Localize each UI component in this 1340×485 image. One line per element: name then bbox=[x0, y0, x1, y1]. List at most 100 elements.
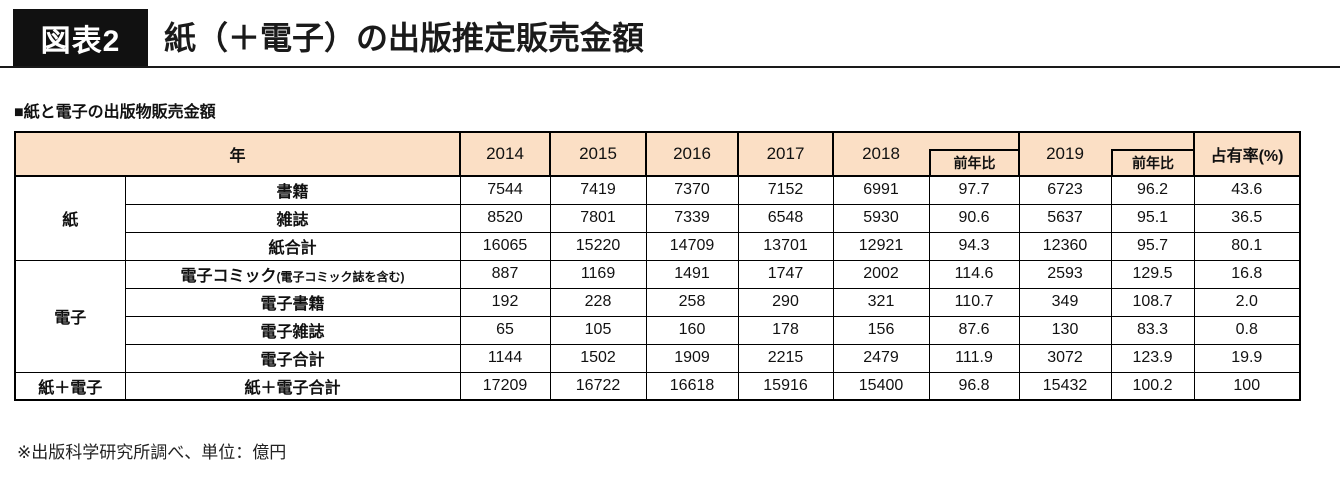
cell-2014: 7544 bbox=[459, 175, 551, 205]
col-header-2014: 2014 bbox=[459, 131, 552, 177]
col-header-yoy-2019: 前年比 bbox=[1111, 149, 1194, 175]
publication-sales-table: 年 2014 2015 2016 2017 2018 前年比 2019 前年比 … bbox=[13, 131, 1302, 401]
cell-2018: 156 bbox=[832, 315, 930, 345]
cell-2017: 13701 bbox=[737, 231, 834, 261]
cell-2019-highlighted: 349 bbox=[1018, 287, 1112, 317]
cell-2014: 192 bbox=[459, 287, 551, 317]
header-row: 年 2014 2015 2016 2017 2018 前年比 2019 前年比 … bbox=[13, 131, 1302, 177]
cell-yoy-2019: 95.1 bbox=[1110, 203, 1195, 233]
cell-2015: 1169 bbox=[549, 259, 647, 289]
cell-share: 80.1 bbox=[1193, 231, 1301, 261]
table-row-emagazines: 電子雑誌 65 105 160 178 156 87.6 130 83.3 0.… bbox=[15, 315, 1301, 345]
cell-2019: 15432 bbox=[1018, 371, 1112, 401]
cell-yoy-2018: 96.8 bbox=[928, 371, 1020, 401]
col-header-2019: 2019 bbox=[1046, 144, 1084, 163]
cell-2016: 7339 bbox=[645, 203, 739, 233]
col-header-year: 年 bbox=[13, 131, 462, 177]
cell-2018: 2479 bbox=[832, 343, 930, 373]
cell-2014: 1144 bbox=[459, 343, 551, 373]
cell-2015: 228 bbox=[549, 287, 647, 317]
cell-2017: 2215 bbox=[737, 343, 834, 373]
cell-2014: 17209 bbox=[459, 371, 551, 401]
table-row-ebooks: 電子書籍 192 228 258 290 321 110.7 349 108.7… bbox=[15, 287, 1301, 317]
cell-yoy-2018: 110.7 bbox=[928, 287, 1020, 317]
cell-yoy-2019-highlighted: 129.5 bbox=[1110, 259, 1195, 289]
cell-2017: 15916 bbox=[737, 371, 834, 401]
row-label: 電子雑誌 bbox=[124, 315, 461, 345]
cell-2016: 1491 bbox=[645, 259, 739, 289]
cell-2015: 7419 bbox=[549, 175, 647, 205]
cell-2019: 6723 bbox=[1018, 175, 1112, 205]
cell-2017: 6548 bbox=[737, 203, 834, 233]
row-label: 紙＋電子合計 bbox=[124, 371, 461, 401]
row-label: 電子合計 bbox=[124, 343, 461, 373]
cell-share: 100 bbox=[1193, 371, 1301, 401]
cell-yoy-2018: 90.6 bbox=[928, 203, 1020, 233]
cell-2016: 1909 bbox=[645, 343, 739, 373]
cell-yoy-2019: 96.2 bbox=[1110, 175, 1195, 205]
col-header-2018: 2018 bbox=[862, 144, 900, 163]
cell-2019: 12360 bbox=[1018, 231, 1112, 261]
table-row-digital-total: 電子合計 1144 1502 1909 2215 2479 111.9 3072… bbox=[15, 343, 1301, 373]
row-label: 電子書籍 bbox=[124, 287, 461, 317]
cell-2015: 16722 bbox=[549, 371, 647, 401]
row-label: 雑誌 bbox=[124, 203, 461, 233]
title-band: 図表2 紙（＋電子）の出版推定販売金額 bbox=[0, 0, 1340, 68]
cell-2016: 258 bbox=[645, 287, 739, 317]
cell-2014: 887 bbox=[459, 259, 551, 289]
col-header-2016: 2016 bbox=[645, 131, 740, 177]
cell-yoy-2019-highlighted: 108.7 bbox=[1110, 287, 1195, 317]
cell-2018: 2002 bbox=[832, 259, 930, 289]
col-header-share: 占有率(%) bbox=[1193, 131, 1302, 177]
cell-yoy-2019: 95.7 bbox=[1110, 231, 1195, 261]
cell-2015: 7801 bbox=[549, 203, 647, 233]
cell-2017: 7152 bbox=[737, 175, 834, 205]
cell-2017: 1747 bbox=[737, 259, 834, 289]
cell-2016: 14709 bbox=[645, 231, 739, 261]
col-header-2017: 2017 bbox=[737, 131, 835, 177]
cell-2016: 16618 bbox=[645, 371, 739, 401]
group-label-paper-plus-digital: 紙＋電子 bbox=[14, 371, 126, 401]
cell-share: 16.8 bbox=[1193, 259, 1301, 289]
row-label: 電子コミック(電子コミック誌を含む) bbox=[124, 259, 461, 289]
col-header-2018-group: 2018 前年比 bbox=[832, 131, 1021, 177]
cell-2014: 65 bbox=[459, 315, 551, 345]
group-label-digital: 電子 bbox=[14, 259, 126, 373]
cell-2018: 5930 bbox=[832, 203, 930, 233]
col-header-2015: 2015 bbox=[549, 131, 648, 177]
cell-yoy-2018: 97.7 bbox=[928, 175, 1020, 205]
cell-2016: 7370 bbox=[645, 175, 739, 205]
cell-yoy-2019: 123.9 bbox=[1110, 343, 1195, 373]
table-caption: ■紙と電子の出版物販売金額 bbox=[14, 104, 216, 121]
cell-2019-highlighted: 2593 bbox=[1018, 259, 1112, 289]
cell-2018: 15400 bbox=[832, 371, 930, 401]
row-label: 書籍 bbox=[124, 175, 461, 205]
row-label: 紙合計 bbox=[124, 231, 461, 261]
table-row-ecomics: 電子 電子コミック(電子コミック誌を含む) 887 1169 1491 1747… bbox=[14, 259, 1301, 373]
table-row-magazines: 雑誌 8520 7801 7339 6548 5930 90.6 5637 95… bbox=[15, 203, 1301, 233]
table-row-paper-total: 紙合計 16065 15220 14709 13701 12921 94.3 1… bbox=[15, 231, 1301, 261]
cell-share: 36.5 bbox=[1193, 203, 1301, 233]
cell-2015: 1502 bbox=[549, 343, 647, 373]
source-footnote: ※出版科学研究所調べ、単位：億円 bbox=[17, 443, 287, 462]
col-header-2019-group: 2019 前年比 bbox=[1018, 131, 1196, 177]
group-label-paper: 紙 bbox=[14, 175, 126, 261]
cell-yoy-2018: 114.6 bbox=[928, 259, 1020, 289]
cell-2018: 321 bbox=[832, 287, 930, 317]
cell-2014: 16065 bbox=[459, 231, 551, 261]
cell-yoy-2018: 111.9 bbox=[928, 343, 1020, 373]
cell-yoy-2019-highlighted: 83.3 bbox=[1110, 315, 1195, 345]
cell-2018: 6991 bbox=[832, 175, 930, 205]
cell-yoy-2018: 94.3 bbox=[928, 231, 1020, 261]
cell-share: 2.0 bbox=[1193, 287, 1301, 317]
cell-2017: 290 bbox=[737, 287, 834, 317]
cell-share: 19.9 bbox=[1193, 343, 1301, 373]
cell-2017: 178 bbox=[737, 315, 834, 345]
cell-yoy-2018: 87.6 bbox=[928, 315, 1020, 345]
col-header-yoy-2018: 前年比 bbox=[929, 149, 1019, 175]
table-row-books: 紙 書籍 7544 7419 7370 7152 6991 97.7 6723 … bbox=[14, 175, 1301, 261]
cell-yoy-2019: 100.2 bbox=[1110, 371, 1195, 401]
cell-2019: 5637 bbox=[1018, 203, 1112, 233]
cell-share: 0.8 bbox=[1193, 315, 1301, 345]
